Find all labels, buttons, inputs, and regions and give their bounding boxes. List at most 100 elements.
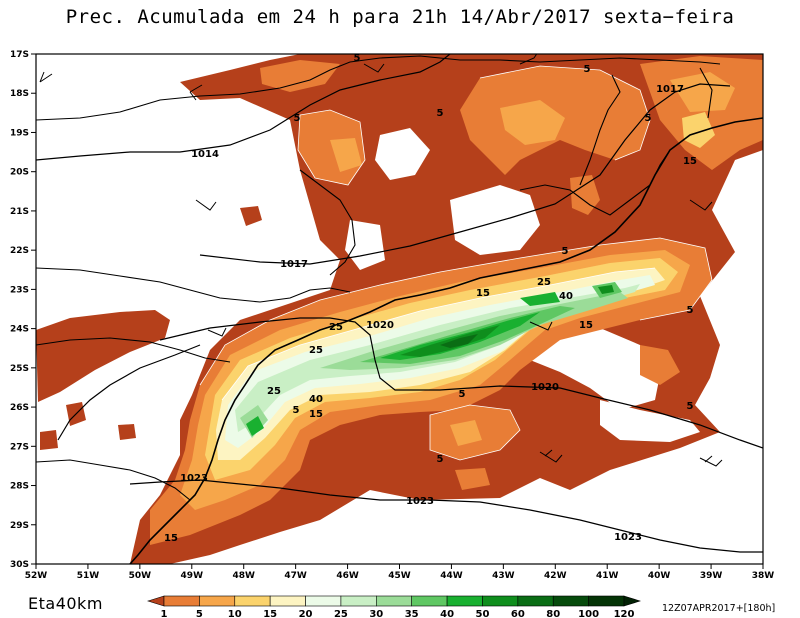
isobar-label: 1017 [280, 259, 308, 270]
precip-label: 25 [309, 345, 323, 356]
lon-tick-label: 52W [25, 571, 48, 581]
precip-10mm-region [670, 72, 735, 112]
precip-label: 5 [584, 64, 591, 75]
precip-label: 5 [459, 389, 466, 400]
precip-label: 40 [559, 291, 573, 302]
colorbar-swatch [517, 595, 554, 607]
lon-tick-label: 40W [648, 571, 671, 581]
no-precip-gap [345, 220, 385, 270]
colorbar-swatch [305, 595, 342, 607]
lat-tick-label: 30S [10, 560, 29, 570]
colorbar-label: 15 [263, 609, 277, 618]
colorbar-label: 80 [546, 609, 560, 618]
precip-5mm-region [570, 175, 600, 215]
lon-tick-label: 43W [492, 571, 515, 581]
precip-1mm-patch [118, 424, 136, 440]
isobars [36, 54, 763, 553]
isobar-labels: 1014 1017 1017 1020 1020 1023 1023 1023 [180, 84, 684, 543]
isobar-label: 1020 [531, 382, 559, 393]
colorbar-swatch [340, 595, 377, 607]
precip-label: 15 [309, 409, 323, 420]
colorbar-label: 5 [196, 609, 203, 618]
lat-tick-label: 28S [10, 482, 29, 492]
colorbar-label: 60 [511, 609, 525, 618]
precip-10mm-region [450, 420, 482, 446]
precip-1mm-patch [36, 310, 170, 402]
colorbar-swatch [482, 595, 519, 607]
isobar-label: 1023 [614, 532, 642, 543]
precip-label: 25 [267, 386, 281, 397]
colorbar-swatch [588, 595, 625, 607]
colorbar-swatch [552, 595, 589, 607]
lat-tick-label: 18S [10, 89, 29, 99]
precip-label: 5 [354, 53, 361, 64]
precip-40mm-region [246, 416, 264, 436]
state-boundaries [36, 55, 721, 501]
precip-5mm-region [260, 60, 340, 92]
precip-50mm-region [520, 292, 560, 306]
precip-label: 5 [645, 113, 652, 124]
colorbar-label: 25 [334, 609, 348, 618]
precipitation-field [36, 54, 763, 564]
lon-tick-label: 46W [336, 571, 359, 581]
colorbar-label: 30 [369, 609, 383, 618]
lat-tick-label: 23S [10, 285, 29, 295]
colorbar-swatch [146, 595, 165, 607]
colorbar-label: 120 [614, 609, 635, 618]
lon-tick-label: 41W [596, 571, 619, 581]
no-precip-gap [600, 400, 700, 442]
precip-label: 5 [294, 113, 301, 124]
colorbar-swatch [199, 595, 236, 607]
isobar-label: 1014 [191, 149, 219, 160]
isobar-label: 1023 [180, 473, 208, 484]
no-precip-gap [375, 128, 430, 180]
no-precip-gap [450, 185, 540, 255]
precip-label: 5 [562, 246, 569, 257]
lat-tick-label: 27S [10, 442, 29, 452]
lat-tick-label: 24S [10, 325, 29, 335]
lon-tick-label: 47W [284, 571, 307, 581]
precip-label: 15 [476, 288, 490, 299]
precip-labels: 5 5 5 5 5 5 5 5 5 5 5 15 15 15 15 15 25 25 25 25 40 40 [164, 53, 697, 544]
run-label: 12Z07APR2017+[180h] [662, 603, 776, 614]
precip-label: 5 [687, 401, 694, 412]
colorbar-swatch [376, 595, 412, 607]
lon-tick-label: 48W [232, 571, 255, 581]
precip-label: 40 [309, 394, 323, 405]
precip-60mm-region [400, 325, 500, 357]
lon-tick-label: 42W [544, 571, 567, 581]
precip-label: 5 [437, 108, 444, 119]
isobar-1014 [36, 54, 451, 161]
precip-15mm-region [682, 112, 715, 148]
colorbar-label: 10 [228, 609, 242, 618]
axis-ticks: 52W 51W 50W 49W 48W 47W 46W 45W 44W 43W 42W 41W 40W 3… [10, 50, 774, 581]
lon-tick-label: 49W [181, 571, 204, 581]
colorbar-swatch [269, 595, 306, 607]
lon-tick-label: 44W [440, 571, 463, 581]
lat-tick-label: 26S [10, 403, 29, 413]
colorbar-swatch [411, 595, 448, 607]
colorbar-label: 35 [405, 609, 419, 618]
model-label: Eta40km [28, 594, 103, 613]
colorbar-swatch [234, 595, 271, 607]
lat-tick-label: 20S [10, 168, 29, 178]
precip-label: 5 [437, 454, 444, 465]
precip-1mm-patch [40, 430, 58, 450]
isobar-label: 1020 [366, 320, 394, 331]
precip-label: 25 [329, 322, 343, 333]
lon-tick-label: 39W [700, 571, 723, 581]
isobar-1023 [129, 479, 763, 553]
colorbar-swatch [446, 595, 483, 607]
map-title: Prec. Acumulada em 24 h para 21h 14/Abr/… [65, 6, 735, 28]
colorbar-swatch [163, 595, 200, 607]
lat-tick-label: 21S [10, 207, 29, 217]
precip-5mm-region [640, 345, 680, 385]
precip-label: 5 [293, 405, 300, 416]
isobar-label: 1023 [406, 496, 434, 507]
precip-50mm-region [598, 285, 614, 294]
lat-tick-label: 17S [10, 50, 29, 60]
lat-tick-label: 25S [10, 364, 29, 374]
lon-tick-label: 50W [129, 571, 152, 581]
colorbar-label: 1 [161, 609, 168, 618]
